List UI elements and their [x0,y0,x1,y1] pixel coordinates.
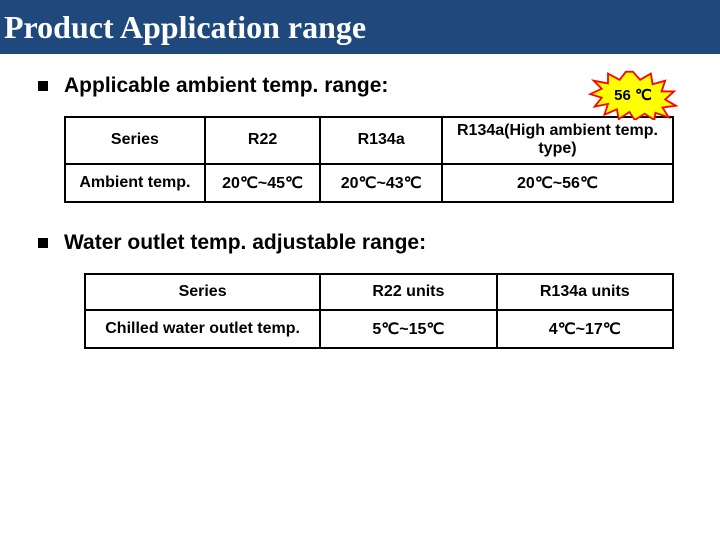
table-header-row: Series R22 units R134a units [85,274,673,310]
col-header: R22 units [320,274,496,310]
col-header: R22 [205,117,321,164]
row-label: Ambient temp. [65,164,205,202]
bullet-icon [38,238,48,248]
table-row: Chilled water outlet temp. 5℃~15℃ 4℃~17℃ [85,310,673,348]
col-header: R134a [320,117,442,164]
burst-text: 56 ℃ [614,86,652,104]
water-outlet-table: Series R22 units R134a units Chilled wat… [84,273,674,349]
table-header-row: Series R22 R134a R134a(High ambient temp… [65,117,673,164]
col-header: Series [65,117,205,164]
section2-heading-text: Water outlet temp. adjustable range: [64,231,426,255]
col-header: Series [85,274,320,310]
cell: 20℃~56℃ [442,164,673,202]
cell: 4℃~17℃ [497,310,673,348]
page-title: Product Application range [0,9,366,46]
cell: 20℃~43℃ [320,164,442,202]
ambient-temp-table: Series R22 R134a R134a(High ambient temp… [64,116,674,203]
table-row: Ambient temp. 20℃~45℃ 20℃~43℃ 20℃~56℃ [65,164,673,202]
cell: 20℃~45℃ [205,164,321,202]
section2-heading: Water outlet temp. adjustable range: [38,231,682,255]
row-label: Chilled water outlet temp. [85,310,320,348]
header-band: Product Application range [0,0,720,54]
cell: 5℃~15℃ [320,310,496,348]
section1-heading-text: Applicable ambient temp. range: [64,74,388,98]
highlight-burst: 56 ℃ [588,70,678,120]
col-header: R134a(High ambient temp. type) [442,117,673,164]
bullet-icon [38,81,48,91]
col-header: R134a units [497,274,673,310]
section1-heading: Applicable ambient temp. range: [38,74,682,98]
